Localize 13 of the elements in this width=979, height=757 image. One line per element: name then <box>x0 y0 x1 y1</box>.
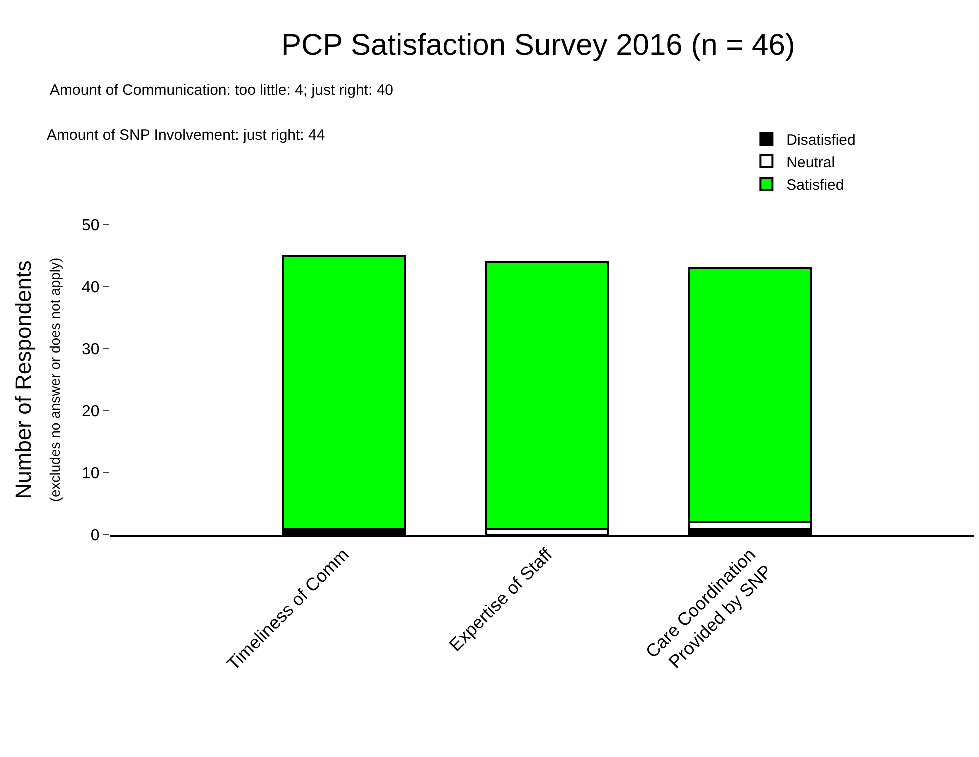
y-tick-label: 20 <box>82 404 100 421</box>
y-tick-label: 50 <box>82 218 100 235</box>
chart-title: PCP Satisfaction Survey 2016 (n = 46) <box>281 29 796 62</box>
legend-label: Neutral <box>786 154 836 172</box>
y-tick-label: 0 <box>90 528 100 545</box>
y-tick-label: 40 <box>82 280 100 297</box>
y-tick-label: 10 <box>82 466 100 483</box>
y-axis-title: Number of Respondents (excludes no answer or does not apply) <box>11 258 63 502</box>
y-tick-label: 30 <box>82 342 100 359</box>
text: Amount of Communication: too little: 4; just right: 40 <box>50 82 394 99</box>
legend-label: Disatisfied <box>786 132 856 149</box>
legend-label: Satisfied <box>786 176 844 194</box>
text: Amount of SNP Involvement: just right: 44 <box>47 127 326 144</box>
